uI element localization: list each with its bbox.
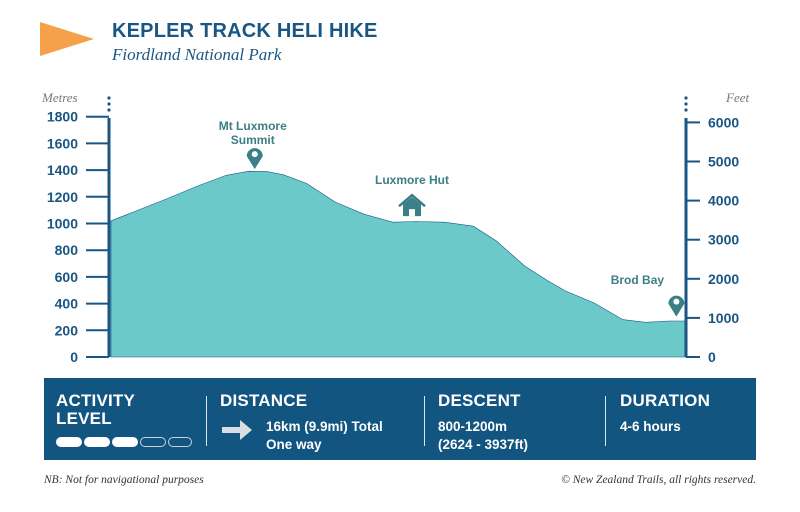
pin-shape [668,295,685,317]
activity-segment-empty [168,437,192,447]
page-subtitle: Fiordland National Park [112,45,282,64]
distance-line2: One way [266,437,322,452]
left-tick-label: 1600 [47,135,78,151]
duration-section: DURATION 4-6 hours [620,378,750,460]
right-tick-label: 3000 [708,232,739,248]
axis-dot [684,102,688,106]
divider [605,396,606,446]
left-tick-label: 1800 [47,109,78,125]
house-door [409,209,415,217]
activity-heading-line1: ACTIVITY [56,391,136,410]
descent-line1: 800-1200m [438,419,508,434]
descent-section: DESCENT 800-1200m (2624 - 3937ft) [438,378,598,460]
descent-heading: DESCENT [438,391,521,410]
right-tick-label: 5000 [708,154,739,170]
left-tick-label: 1000 [47,216,78,232]
activity-segment-filled [56,437,82,447]
duration-heading: DURATION [620,391,711,410]
map-pin-icon [668,295,685,317]
right-tick-label: 6000 [708,114,739,130]
house-roof [398,193,426,208]
divider [424,396,425,446]
activity-heading-line2: LEVEL [56,409,112,428]
house-icon [398,193,426,217]
landmark-markers: Mt Luxmore Summit Luxmore Hut Brod Bay [219,119,685,317]
orange-flag-icon [40,22,94,56]
activity-section: ACTIVITY LEVEL [56,378,206,460]
footnote: NB: Not for navigational purposes [44,474,204,486]
left-tick-label: 0 [70,349,78,365]
activity-segment-filled [112,437,138,447]
divider [206,396,207,446]
house-body [403,197,421,217]
activity-segment-filled [84,437,110,447]
axis-dot [107,108,111,112]
left-tick-label: 400 [55,296,79,312]
arrow-right-icon [222,420,252,440]
descent-line2: (2624 - 3937ft) [438,437,529,452]
right-tick-label: 4000 [708,193,739,209]
elevation-area [110,170,687,358]
pin-shape [246,148,263,170]
left-axis-unit: Metres [42,90,78,105]
info-bar: ACTIVITY LEVEL DISTANCE 16km (9.9mi) Tot… [44,378,756,460]
right-tick-label: 2000 [708,271,739,287]
brod-bay-label: Brod Bay [611,273,665,287]
distance-section: DISTANCE 16km (9.9mi) Total One way [220,378,420,460]
left-tick-label: 600 [55,269,79,285]
right-tick-label: 1000 [708,310,739,326]
mt-luxmore-summit-label: Mt Luxmore Summit [219,119,287,147]
distance-line1: 16km (9.9mi) Total [266,419,383,434]
axis-dot [107,102,111,106]
page-title: KEPLER TRACK HELI HIKE [112,20,378,42]
axis-dot [684,108,688,112]
activity-heading: ACTIVITY LEVEL [56,392,135,428]
copyright: © New Zealand Trails, all rights reserve… [561,474,756,486]
left-tick-label: 200 [55,322,79,338]
axis-dot [107,96,111,100]
activity-segment-empty [140,437,166,447]
left-tick-label: 1200 [47,189,78,205]
axis-dot [684,96,688,100]
right-axis-unit: Feet [726,90,750,105]
map-pin-icon [246,148,263,170]
right-tick-label: 0 [708,349,716,365]
left-tick-label: 800 [55,242,79,258]
pin-hole [251,151,258,158]
right-axis: 6000 5000 4000 3000 2000 1000 0 [684,96,739,365]
duration-line1: 4-6 hours [620,419,681,434]
left-tick-label: 1400 [47,162,78,178]
distance-heading: DISTANCE [220,391,308,410]
pin-hole [673,298,680,305]
left-axis: 1800 1600 1400 1200 1000 800 600 400 200 0 [47,96,111,365]
luxmore-hut-label: Luxmore Hut [375,173,449,187]
